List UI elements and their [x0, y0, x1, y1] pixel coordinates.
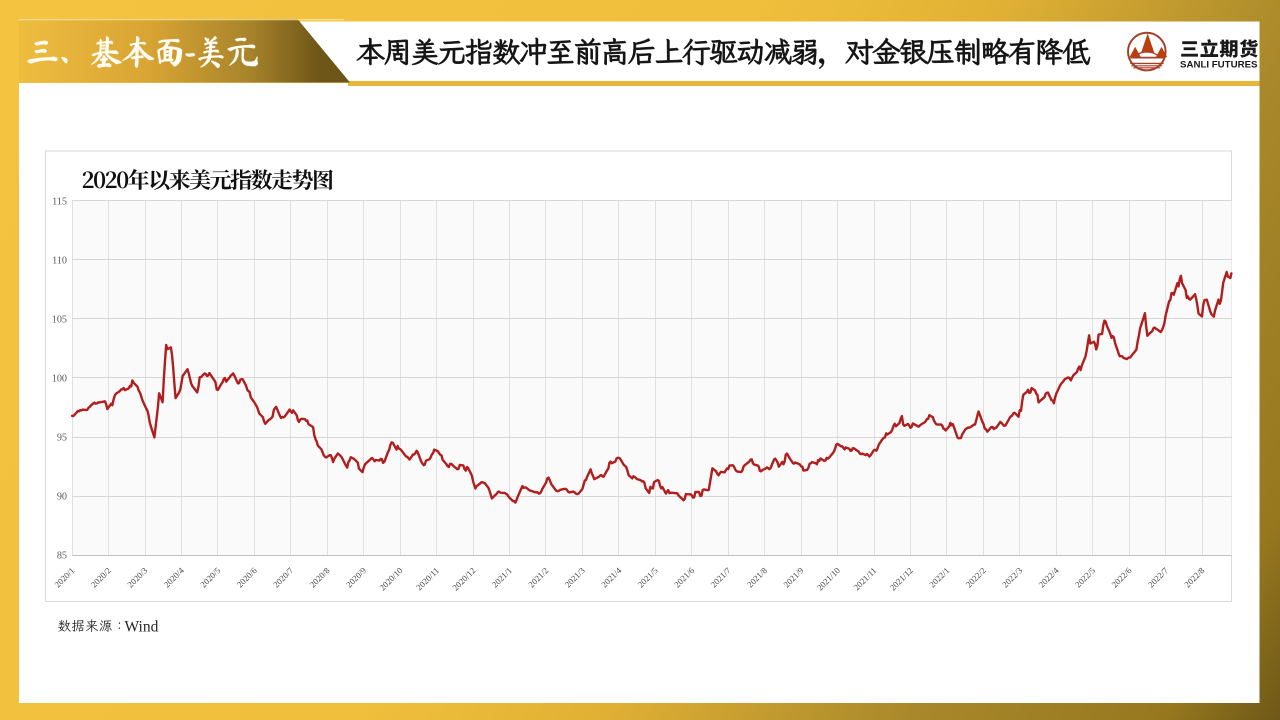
- svg-text:85: 85: [57, 551, 67, 562]
- svg-text:105: 105: [52, 314, 67, 325]
- svg-text:100: 100: [52, 374, 67, 385]
- svg-text:SANLI FUTURES: SANLI FUTURES: [1180, 60, 1258, 71]
- svg-text:90: 90: [57, 492, 67, 503]
- svg-text:95: 95: [57, 433, 67, 444]
- svg-text:Wind: Wind: [125, 619, 159, 636]
- svg-text:115: 115: [52, 196, 67, 207]
- svg-text:110: 110: [52, 255, 67, 266]
